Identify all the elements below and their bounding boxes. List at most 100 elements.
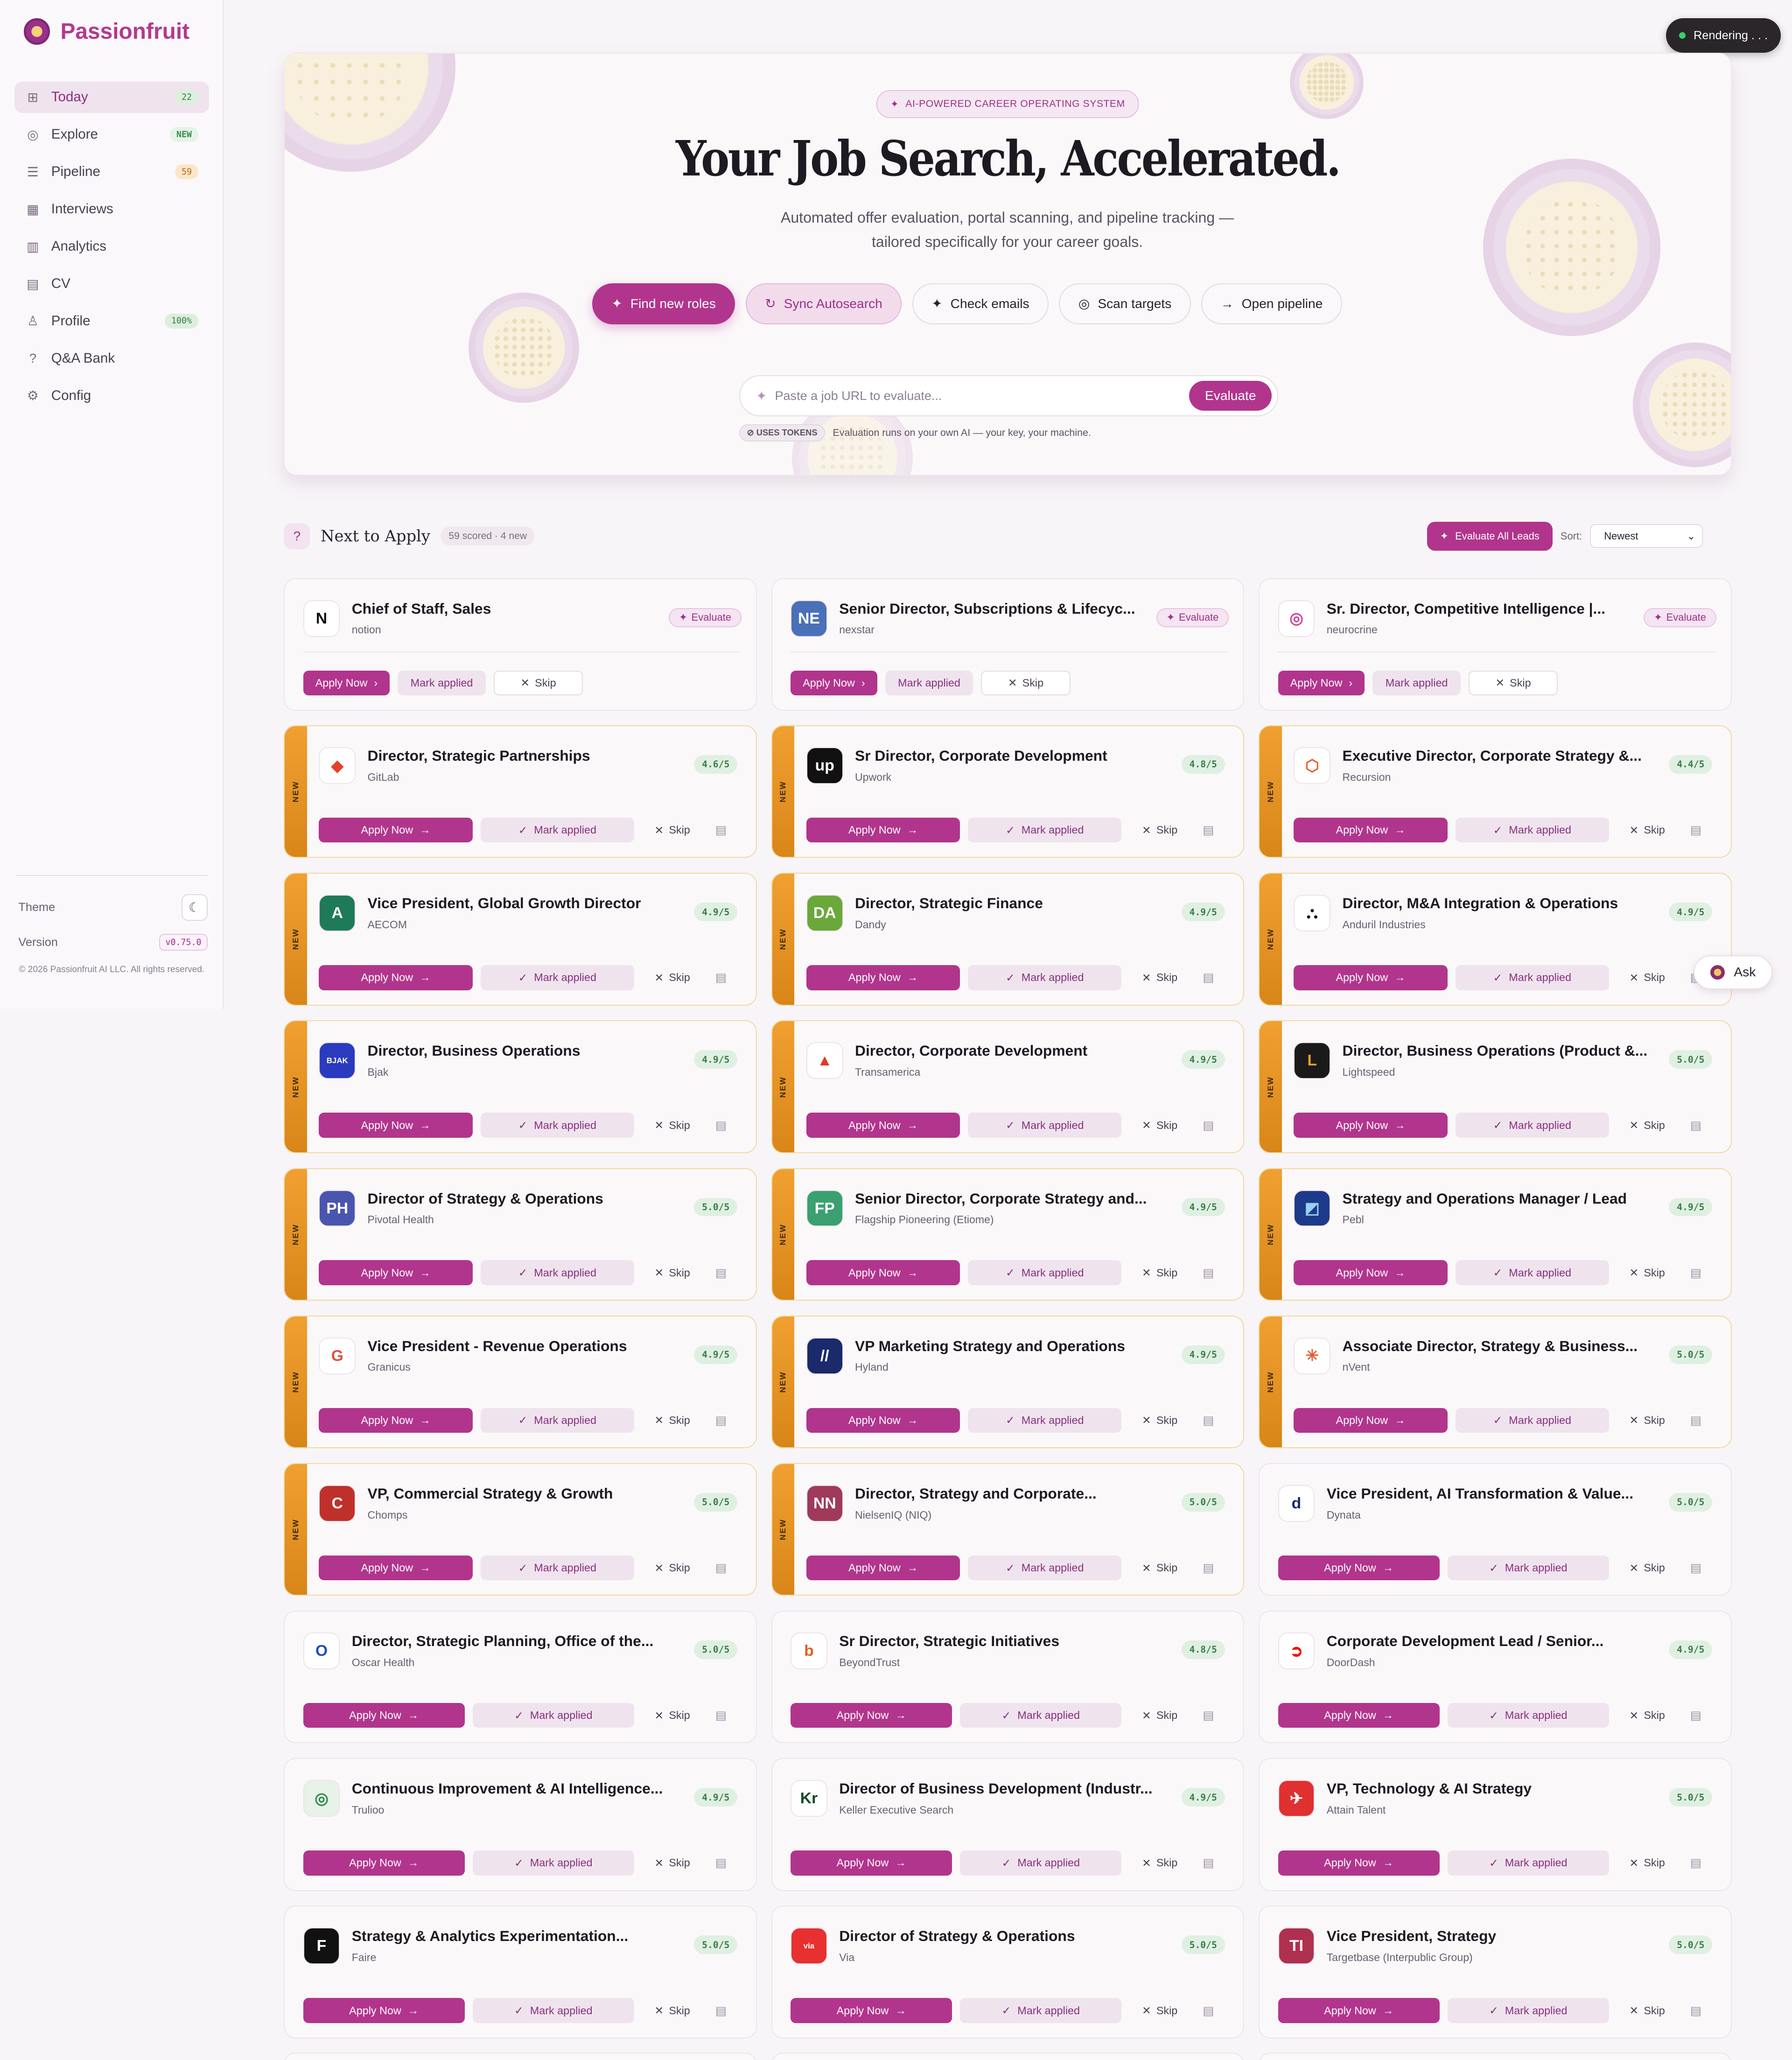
evaluate-lead-button[interactable]: ✦ Evaluate — [1644, 608, 1716, 627]
skip-button[interactable]: ✕ Skip — [642, 1556, 703, 1580]
skip-button[interactable]: ✕ Skip — [642, 818, 703, 842]
apply-now-button[interactable]: Apply Now → — [791, 1998, 952, 2023]
mark-applied-button[interactable]: ✓ Mark applied — [968, 1555, 1122, 1581]
sidebar-item-interviews[interactable]: ▦ Interviews — [14, 193, 209, 225]
skip-button[interactable]: ✕ Skip — [642, 1998, 703, 2023]
sidebar-item-today[interactable]: ⊞ Today 22 — [14, 81, 209, 113]
skip-button[interactable]: ✕ Skip — [642, 1408, 703, 1433]
document-icon[interactable]: ▤ — [1203, 824, 1214, 837]
document-icon[interactable]: ▤ — [715, 971, 727, 985]
document-icon[interactable]: ▤ — [1203, 1562, 1214, 1575]
document-icon[interactable]: ▤ — [715, 1266, 727, 1280]
document-icon[interactable]: ▤ — [1690, 1562, 1701, 1575]
apply-now-button[interactable]: Apply Now → — [1294, 1260, 1448, 1285]
apply-now-button[interactable]: Apply Now → — [303, 1703, 465, 1728]
mark-applied-button[interactable]: ✓ Mark applied — [968, 1408, 1122, 1433]
document-icon[interactable]: ▤ — [1690, 1414, 1701, 1427]
document-icon[interactable]: ▤ — [1203, 2004, 1214, 2018]
find-new-roles-button[interactable]: ✦ Find new roles — [592, 283, 735, 324]
skip-button[interactable]: ✕ Skip — [1129, 1703, 1190, 1728]
mark-applied-button[interactable]: ✓ Mark applied — [1455, 1408, 1609, 1433]
apply-now-button[interactable]: Apply Now → — [1294, 817, 1448, 843]
mark-applied-button[interactable]: ✓ Mark applied — [480, 817, 634, 843]
mark-applied-button[interactable]: ✓ Mark applied — [1455, 817, 1609, 843]
apply-now-button[interactable]: Apply Now → — [806, 1555, 960, 1581]
mark-applied-button[interactable]: ✓ Mark applied — [1447, 1850, 1609, 1876]
mark-applied-button[interactable]: ✓ Mark applied — [1447, 1555, 1609, 1581]
apply-now-button[interactable]: Apply Now › — [791, 670, 877, 696]
evaluate-lead-button[interactable]: ✦ Evaluate — [1156, 608, 1229, 627]
mark-applied-button[interactable]: ✓ Mark applied — [480, 965, 634, 990]
job-title[interactable]: VP Marketing Strategy and Operations — [854, 1337, 1125, 1354]
job-title[interactable]: Vice President, Strategy — [1326, 1927, 1497, 1945]
apply-now-button[interactable]: Apply Now → — [1294, 1408, 1448, 1433]
job-title[interactable]: Executive Director, Corporate Strategy &… — [1342, 747, 1642, 764]
skip-button[interactable]: ✕ Skip — [1129, 818, 1190, 842]
document-icon[interactable]: ▤ — [1203, 1266, 1214, 1280]
evaluate-lead-button[interactable]: ✦ Evaluate — [669, 608, 742, 627]
skip-button[interactable]: ✕ Skip — [642, 1703, 703, 1728]
sidebar-item-q-a-bank[interactable]: ? Q&A Bank — [14, 343, 209, 374]
document-icon[interactable]: ▤ — [1690, 1119, 1701, 1132]
skip-button[interactable]: ✕ Skip — [1129, 1850, 1190, 1875]
sidebar-item-explore[interactable]: ◎ Explore NEW — [14, 119, 209, 150]
evaluate-url-button[interactable]: Evaluate — [1189, 380, 1272, 411]
job-title[interactable]: VP, Commercial Strategy & Growth — [367, 1485, 613, 1502]
mark-applied-button[interactable]: ✓ Mark applied — [480, 1555, 634, 1581]
skip-button[interactable]: ✕ Skip — [1617, 1556, 1678, 1580]
apply-now-button[interactable]: Apply Now → — [791, 1850, 952, 1876]
document-icon[interactable]: ▤ — [1690, 824, 1701, 837]
mark-applied-button[interactable]: ✓ Mark applied — [968, 1260, 1122, 1285]
skip-button[interactable]: ✕ Skip — [1129, 1113, 1190, 1137]
skip-button[interactable]: ✕ Skip — [1617, 1408, 1678, 1433]
job-title[interactable]: Vice President - Revenue Operations — [367, 1337, 627, 1354]
apply-now-button[interactable]: Apply Now → — [1294, 1113, 1448, 1138]
document-icon[interactable]: ▤ — [715, 824, 727, 837]
job-title[interactable]: Director of Strategy & Operations — [367, 1190, 603, 1207]
apply-now-button[interactable]: Apply Now → — [319, 1555, 473, 1581]
job-title[interactable]: Strategy and Operations Manager / Lead — [1342, 1190, 1627, 1207]
mark-applied-button[interactable]: ✓ Mark applied — [968, 965, 1122, 990]
document-icon[interactable]: ▤ — [1203, 971, 1214, 985]
job-title[interactable]: Director, Business Operations — [367, 1042, 581, 1059]
skip-button[interactable]: ✕ Skip — [981, 670, 1071, 696]
job-title[interactable]: Director, Corporate Development — [854, 1042, 1088, 1059]
sidebar-item-analytics[interactable]: ▥ Analytics — [14, 231, 209, 262]
skip-button[interactable]: ✕ Skip — [1617, 818, 1678, 842]
mark-applied-button[interactable]: ✓ Mark applied — [1455, 1113, 1609, 1138]
job-title[interactable]: Director, Strategy and Corporate... — [854, 1485, 1097, 1502]
document-icon[interactable]: ▤ — [1690, 1709, 1701, 1723]
scan-targets-button[interactable]: ◎ Scan targets — [1059, 283, 1191, 324]
skip-button[interactable]: ✕ Skip — [1129, 1556, 1190, 1580]
mark-applied-button[interactable]: ✓ Mark applied — [472, 1703, 634, 1728]
apply-now-button[interactable]: Apply Now → — [1294, 965, 1448, 990]
job-title[interactable]: Strategy & Analytics Experimentation... — [351, 1927, 629, 1945]
skip-button[interactable]: ✕ Skip — [1617, 1260, 1678, 1285]
document-icon[interactable]: ▤ — [1690, 1266, 1701, 1280]
mark-applied-button[interactable]: ✓ Mark applied — [480, 1408, 634, 1433]
job-title[interactable]: Continuous Improvement & AI Intelligence… — [351, 1780, 663, 1797]
mark-applied-button[interactable]: ✓ Mark applied — [480, 1260, 634, 1285]
job-title[interactable]: Director of Strategy & Operations — [839, 1927, 1075, 1945]
mark-applied-button[interactable]: ✓ Mark applied — [1455, 1260, 1609, 1285]
document-icon[interactable]: ▤ — [715, 1562, 727, 1575]
apply-now-button[interactable]: Apply Now → — [1278, 1998, 1440, 2023]
mark-applied-button[interactable]: ✓ Mark applied — [960, 1703, 1122, 1728]
skip-button[interactable]: ✕ Skip — [1617, 1703, 1678, 1728]
skip-button[interactable]: ✕ Skip — [642, 1113, 703, 1137]
apply-now-button[interactable]: Apply Now → — [319, 965, 473, 990]
skip-button[interactable]: ✕ Skip — [1129, 965, 1190, 990]
mark-applied-button[interactable]: Mark applied — [885, 670, 973, 696]
mark-applied-button[interactable]: ✓ Mark applied — [480, 1113, 634, 1138]
document-icon[interactable]: ▤ — [1203, 1119, 1214, 1132]
mark-applied-button[interactable]: ✓ Mark applied — [1455, 965, 1609, 990]
document-icon[interactable]: ▤ — [1690, 2004, 1701, 2018]
document-icon[interactable]: ▤ — [715, 1119, 727, 1132]
apply-now-button[interactable]: Apply Now → — [303, 1850, 465, 1876]
check-emails-button[interactable]: ✦ Check emails — [912, 283, 1049, 324]
job-title[interactable]: Senior Director, Corporate Strategy and.… — [854, 1190, 1147, 1207]
skip-button[interactable]: ✕ Skip — [1468, 670, 1558, 696]
sort-select[interactable]: Newest ⌄ — [1590, 524, 1703, 548]
apply-now-button[interactable]: Apply Now → — [806, 965, 960, 990]
mark-applied-button[interactable]: ✓ Mark applied — [1447, 1703, 1609, 1728]
